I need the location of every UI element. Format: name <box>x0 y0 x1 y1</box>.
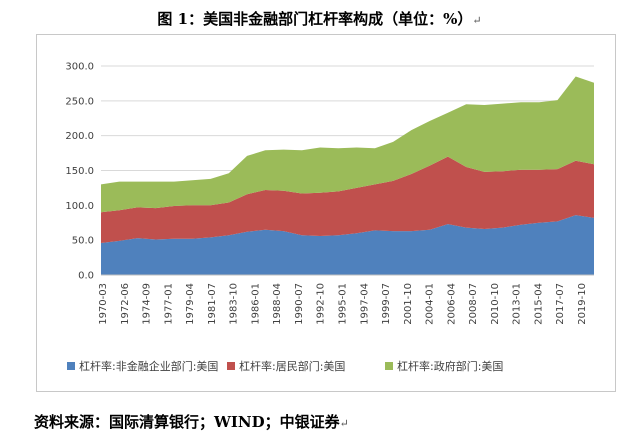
x-tick-label: 2001-10 <box>403 283 414 325</box>
area-government <box>101 76 594 213</box>
x-tick-label: 2006-04 <box>446 283 457 325</box>
y-tick-label: 100.0 <box>65 201 94 212</box>
x-tick-label: 2004-01 <box>425 283 436 325</box>
x-tick-label: 2008-07 <box>468 283 479 325</box>
y-tick-label: 150.0 <box>65 166 94 177</box>
x-tick-label: 1977-01 <box>163 283 174 325</box>
legend-swatch <box>227 362 235 370</box>
y-tick-label: 200.0 <box>65 131 94 142</box>
x-tick-label: 2010-10 <box>490 283 501 325</box>
y-tick-label: 0.0 <box>78 271 94 282</box>
source-return-mark: ↵ <box>339 417 349 430</box>
x-tick-label: 1986-01 <box>250 283 261 325</box>
y-tick-label: 50.0 <box>72 236 94 247</box>
y-tick-label: 300.0 <box>65 62 94 73</box>
chart-title: 图 1：美国非金融部门杠杆率构成（单位：%）↵ <box>0 8 639 29</box>
x-tick-label: 1974-09 <box>142 283 153 325</box>
x-tick-label: 1983-10 <box>229 283 240 325</box>
x-tick-label: 1970-03 <box>98 283 109 325</box>
x-tick-label: 1997-04 <box>359 283 370 325</box>
x-tick-label: 2019-10 <box>577 283 588 325</box>
x-tick-label: 1992-10 <box>316 283 327 325</box>
x-tick-label: 1981-07 <box>207 283 218 325</box>
x-tick-label: 1990-07 <box>294 283 305 325</box>
chart-frame: 0.0 50.0 100.0 150.0 200.0 250.0 300.0 1970-03 1… <box>36 34 616 392</box>
legend-label: 杠杆率:非金融企业部门:美国 <box>79 359 218 373</box>
legend-swatch <box>67 362 75 370</box>
source-text: 资料来源：国际清算银行；WIND；中银证券 <box>34 413 340 431</box>
x-tick-label: 1995-01 <box>338 283 349 325</box>
return-mark: ↵ <box>472 14 482 27</box>
x-tick-label: 2015-04 <box>534 283 545 325</box>
legend-label: 杠杆率:居民部门:美国 <box>239 359 345 373</box>
legend-swatch <box>385 362 393 370</box>
area-household <box>101 156 594 243</box>
x-tick-label: 1979-04 <box>185 283 196 325</box>
x-tick-label: 2017-07 <box>555 283 566 325</box>
y-tick-label: 250.0 <box>65 96 94 107</box>
area-corporate <box>101 215 594 275</box>
x-tick-label: 1988-04 <box>272 283 283 325</box>
x-tick-label: 1999-07 <box>381 283 392 325</box>
x-tick-label: 2013-01 <box>512 283 523 325</box>
x-tick-label: 1972-06 <box>120 283 131 325</box>
title-text: 图 1：美国非金融部门杠杆率构成（单位：%） <box>157 10 473 28</box>
stacked-area-chart: 0.0 50.0 100.0 150.0 200.0 250.0 300.0 1970-03 1… <box>65 62 594 373</box>
legend-label: 杠杆率:政府部门:美国 <box>397 359 503 373</box>
source-note: 资料来源：国际清算银行；WIND；中银证券↵ <box>34 411 349 432</box>
